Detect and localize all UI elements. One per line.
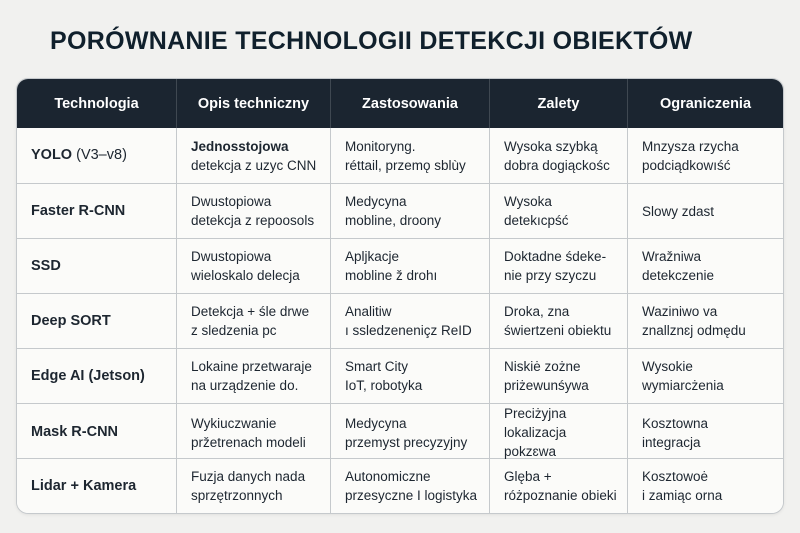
technology-suffix: (V3–v8) [72, 147, 127, 163]
zastosowania-cell: Analitiw ı ssledzeneniçz ReID [330, 294, 489, 348]
zalety-cell: Wysoka szybką dobra dogiąckośc [489, 128, 627, 183]
technology-cell: Mask R-CNN [17, 404, 176, 461]
opis-cell: Lokaine przetwaraje na urządzenie do. [176, 349, 330, 403]
technology-cell: Lidar + Kamera [17, 459, 176, 513]
technology-name: Edge AI (Jetson) [31, 367, 145, 384]
table-row: SSD Dwustopiowa wieloskalo delecja Apljk… [17, 238, 783, 293]
technology-name: YOLO [31, 147, 73, 163]
zalety-cell: Doktadne śdeke- nie przy szyczu [489, 239, 627, 293]
ograniczenia-cell: Wysokie wymiarcżenia [627, 349, 783, 403]
column-header-technologia: Technologia [54, 95, 139, 112]
technology-cell: Deep SORT [17, 294, 176, 348]
table-row: Mask R-CNN Wykiuczwanie pržetrenach mode… [17, 403, 783, 461]
zastosowania-cell: Autonomiczne przesyczne I logistyka [330, 459, 489, 513]
technology-cell: Faster R-CNN [17, 184, 176, 238]
table-row: Edge AI (Jetson) Lokaine przetwaraje na … [17, 348, 783, 403]
zastosowania-cell: Apljkacje mobline ž drohı [330, 239, 489, 293]
technology-cell: YOLO (V3–v8) [17, 128, 176, 183]
column-header-opis-techniczny: Opis techniczny [176, 79, 330, 128]
page-title: PORÓWNANIE TECHNOLOGII DETEKCJI OBIEKTÓW [50, 27, 693, 55]
column-header-zalety: Zalety [489, 79, 627, 128]
zastosowania-cell: Smart City IoT, robotyka [330, 349, 489, 403]
table-row: YOLO (V3–v8) Jednosstojowa detekcja z uz… [17, 128, 783, 183]
zastosowania-cell: Medycyna mobline, droony [330, 184, 489, 238]
zalety-cell: Preciżyjna lokalizacja pokzɛwa [489, 404, 627, 461]
opis-cell: Detekcja + śle drwe z sledzenia pc [176, 294, 330, 348]
opis-cell: Dwustopiowa detekcja z repoosols [176, 184, 330, 238]
technology-name: Mask R-CNN [31, 424, 119, 440]
zastosowania-cell: Monitoryng. réttail, przemǫ sblùy [330, 128, 489, 183]
table-row: Faster R-CNN Dwustopiowa detekcja z repo… [17, 183, 783, 238]
zalety-cell: Niskiė zożne priżewunśywa [489, 349, 627, 403]
column-header-zastosowania: Zastosowania [330, 79, 489, 128]
opis-cell: Jednosstojowa detekcja z uzyc CNN [176, 128, 330, 183]
technology-name: Faster R-CNN [31, 202, 126, 219]
ograniczenia-cell: Waziniwo va znallznɛj odmędu [627, 294, 783, 348]
column-header-ograniczenia: Ograniczenia [627, 79, 783, 128]
table-row: Lidar + Kamera Fuzja danych nada sprzętr… [17, 458, 783, 513]
technology-cell: Edge AI (Jetson) [17, 349, 176, 403]
zalety-cell: Glęba + różpoznanie obieki [489, 459, 627, 513]
ograniczenia-cell: Kosztowna integracja [627, 404, 783, 461]
opis-cell: Fuzja danych nada sprzętrzonnych [176, 459, 330, 513]
technology-name: SSD [31, 257, 61, 274]
zalety-cell: Droka, zna świertzeni obiektu [489, 294, 627, 348]
ograniczenia-cell: Slowy zdast [627, 184, 783, 238]
zastosowania-cell: Medycyna przemyst precyzyjny [330, 404, 489, 461]
zalety-cell: Wysoka detekıcpść [489, 184, 627, 238]
comparison-table: Technologia Opis techniczny Zastosowania… [16, 78, 784, 514]
opis-cell: Dwustopiowa wieloskalo delecja [176, 239, 330, 293]
ograniczenia-cell: Kosztowoė i zamiąc orna [627, 459, 783, 513]
technology-name: Lidar + Kamera [31, 477, 137, 494]
table-header-row: Technologia Opis techniczny Zastosowania… [17, 79, 783, 128]
ograniczenia-cell: Wražniwa detekczenie [627, 239, 783, 293]
ograniczenia-cell: Mnzysza rzycha podciądkowıść [627, 128, 783, 183]
table-row: Deep SORT Detekcja + śle drwe z sledzeni… [17, 293, 783, 348]
technology-cell: SSD [17, 239, 176, 293]
opis-cell: Wykiuczwanie pržetrenach modeli [176, 404, 330, 461]
technology-name: Deep SORT [31, 312, 111, 329]
